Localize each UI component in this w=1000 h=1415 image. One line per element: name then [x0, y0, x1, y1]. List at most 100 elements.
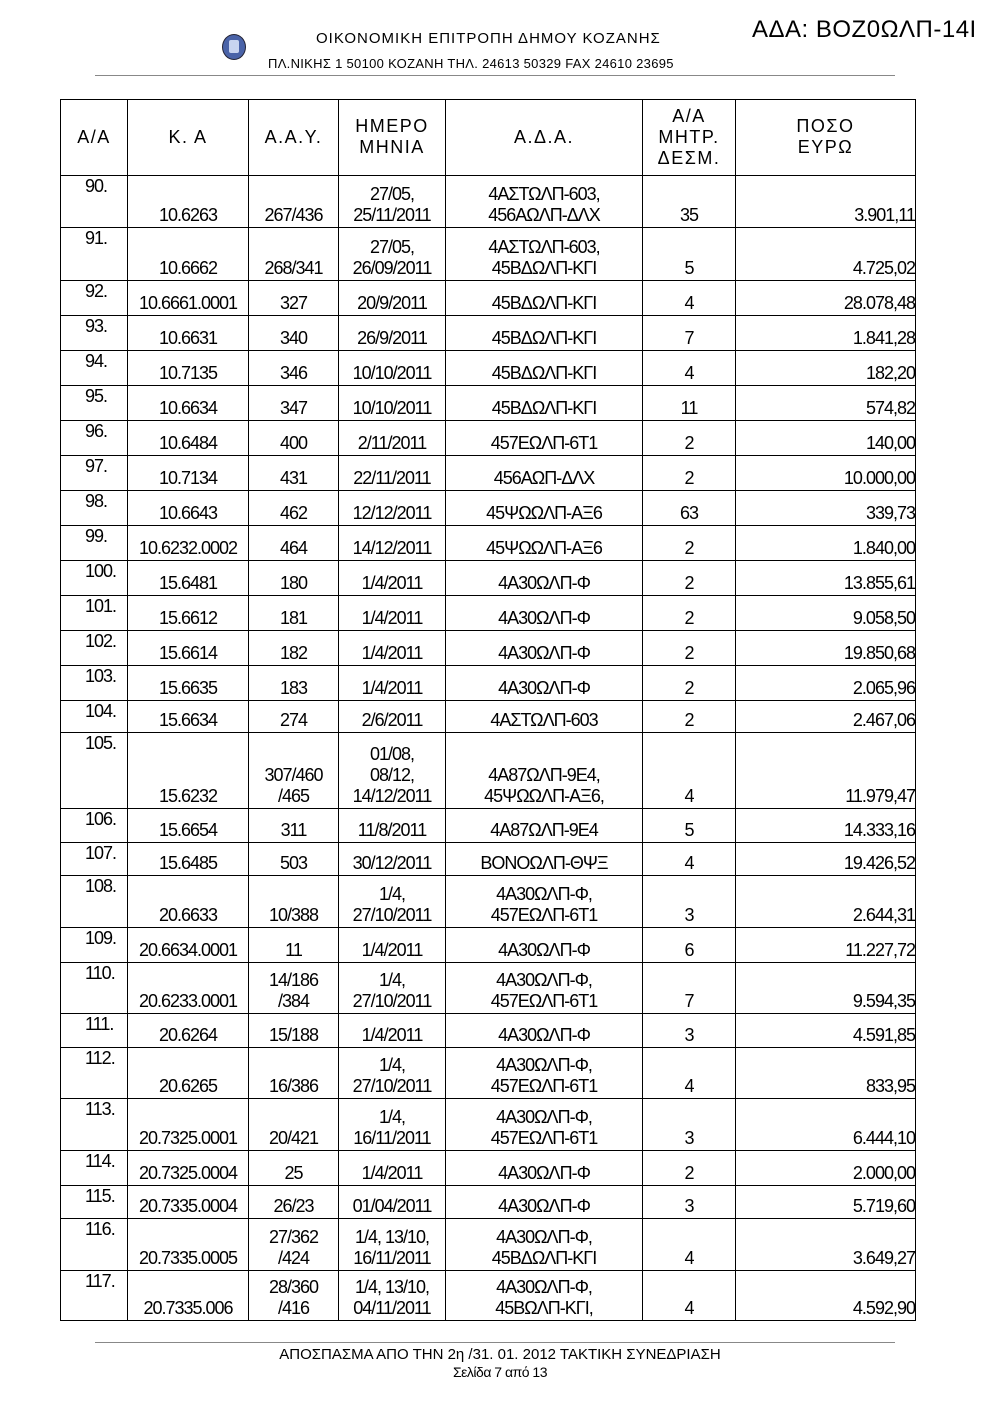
table-row: 102. 15.6614 182 1/4/2011 4Α30ΩΛΠ-Φ 2 19.850,6… [60, 630, 916, 666]
amount: 13.855,61 [735, 560, 916, 596]
commitment-number: 20/421 [248, 1098, 339, 1151]
commitment-number: 268/341 [248, 227, 339, 281]
date: 27/05, 25/11/2011 [338, 175, 446, 228]
register-number: 3 [642, 875, 736, 928]
date: 27/05, 26/09/2011 [338, 227, 446, 281]
date: 11/8/2011 [338, 808, 446, 843]
date: 01/08, 08/12, 14/12/2011 [338, 732, 446, 809]
budget-code: 10.7135 [127, 350, 249, 386]
table-row: 105. 15.6232 307/460 /465 01/08, 08/12, 14/… [60, 732, 916, 809]
date: 1/4/2011 [338, 1150, 446, 1186]
ada-ref: 457ΕΩΛΠ-6Τ1 [445, 420, 643, 456]
register-number: 3 [642, 1013, 736, 1048]
budget-code: 15.6635 [127, 665, 249, 701]
register-number: 4 [642, 732, 736, 809]
row-number: 111. [60, 1013, 128, 1048]
amount: 574,82 [735, 385, 916, 421]
row-number: 103. [60, 665, 128, 701]
page-number: Σελίδα 7 από 13 [453, 1364, 547, 1380]
table-row: 93. 10.6631 340 26/9/2011 45ΒΔΩΛΠ-ΚΓΙ 7 1.841,… [60, 315, 916, 351]
amount: 4.725,02 [735, 227, 916, 281]
register-number: 7 [642, 315, 736, 351]
amount: 339,73 [735, 490, 916, 526]
table-row: 109. 20.6634.0001 11 1/4/2011 4Α30ΩΛΠ-Φ 6 11.2… [60, 927, 916, 963]
table-row: 113. 20.7325.0001 20/421 1/4, 16/11/2011 4Α3… [60, 1098, 916, 1151]
register-number: 2 [642, 560, 736, 596]
register-number: 2 [642, 630, 736, 666]
row-number: 96. [60, 420, 128, 456]
date: 01/04/2011 [338, 1185, 446, 1219]
register-number: 4 [642, 280, 736, 316]
register-number: 2 [642, 595, 736, 631]
register-number: 35 [642, 175, 736, 228]
budget-code: 10.7134 [127, 455, 249, 491]
amount: 10.000,00 [735, 455, 916, 491]
table-row: 91. 10.6662 268/341 27/05, 26/09/2011 4ΑΣΤΩΛ… [60, 227, 916, 281]
amount: 2.065,96 [735, 665, 916, 701]
date: 22/11/2011 [338, 455, 446, 491]
table-row: 92. 10.6661.0001 327 20/9/2011 45ΒΔΩΛΠ-ΚΓΙ 4 2… [60, 280, 916, 316]
register-number: 2 [642, 420, 736, 456]
date: 1/4, 27/10/2011 [338, 1047, 446, 1099]
amount: 2.467,06 [735, 700, 916, 733]
date: 20/9/2011 [338, 280, 446, 316]
column-header: ΠΟΣΟ ΕΥΡΩ [735, 99, 916, 176]
row-number: 104. [60, 700, 128, 733]
date: 1/4, 13/10, 16/11/2011 [338, 1218, 446, 1271]
register-number: 3 [642, 1185, 736, 1219]
budget-code: 10.6232.0002 [127, 525, 249, 561]
register-number: 2 [642, 525, 736, 561]
ada-ref: 456ΑΩΠ-ΔΛΧ [445, 455, 643, 491]
commitment-number: 181 [248, 595, 339, 631]
ada-ref: 4Α87ΩΛΠ-9Ε4, 45ΨΩΩΛΠ-ΑΞ6, [445, 732, 643, 809]
commitment-number: 27/362 /424 [248, 1218, 339, 1271]
amount: 4.592,90 [735, 1270, 916, 1321]
commitment-number: 26/23 [248, 1185, 339, 1219]
column-header: Α/Α ΜΗΤΡ. ΔΕΣΜ. [642, 99, 736, 176]
row-number: 93. [60, 315, 128, 351]
table-row: 106. 15.6654 311 11/8/2011 4Α87ΩΛΠ-9Ε4 5 14.33… [60, 808, 916, 843]
register-number: 4 [642, 1270, 736, 1321]
date: 30/12/2011 [338, 842, 446, 876]
commitment-number: 346 [248, 350, 339, 386]
budget-code: 20.7325.0004 [127, 1150, 249, 1186]
date: 1/4/2011 [338, 1013, 446, 1048]
row-number: 95. [60, 385, 128, 421]
commitment-number: 11 [248, 927, 339, 963]
column-header: ΗΜΕΡΟ ΜΗΝΙΑ [338, 99, 446, 176]
table-row: 103. 15.6635 183 1/4/2011 4Α30ΩΛΠ-Φ 2 2.065,96 [60, 665, 916, 701]
row-number: 101. [60, 595, 128, 631]
budget-code: 10.6631 [127, 315, 249, 351]
budget-code: 15.6485 [127, 842, 249, 876]
ada-ref: 45ΒΔΩΛΠ-ΚΓΙ [445, 385, 643, 421]
date: 1/4, 27/10/2011 [338, 875, 446, 928]
ada-ref: 4Α30ΩΛΠ-Φ [445, 560, 643, 596]
ada-ref: 4Α30ΩΛΠ-Φ [445, 630, 643, 666]
table-header-row: Α/Α Κ. Α Α.Α.Υ. ΗΜΕΡΟ ΜΗΝΙΑ Α.Δ.Α. Α/Α ΜΗΤΡ. … [60, 99, 916, 176]
date: 1/4/2011 [338, 927, 446, 963]
row-number: 107. [60, 842, 128, 876]
amount: 3.649,27 [735, 1218, 916, 1271]
table-row: 96. 10.6484 400 2/11/2011 457ΕΩΛΠ-6Τ1 2 140,00 [60, 420, 916, 456]
commitment-number: 25 [248, 1150, 339, 1186]
ada-ref: 4ΑΣΤΩΛΠ-603, 45ΒΔΩΛΠ-ΚΓΙ [445, 227, 643, 281]
date: 12/12/2011 [338, 490, 446, 526]
amount: 2.000,00 [735, 1150, 916, 1186]
row-number: 105. [60, 732, 128, 809]
date: 1/4/2011 [338, 630, 446, 666]
coat-of-arms-icon [222, 34, 246, 60]
date: 1/4/2011 [338, 665, 446, 701]
commitment-number: 183 [248, 665, 339, 701]
budget-code: 10.6661.0001 [127, 280, 249, 316]
register-number: 4 [642, 1218, 736, 1271]
table-row: 95. 10.6634 347 10/10/2011 45ΒΔΩΛΠ-ΚΓΙ 11 574,… [60, 385, 916, 421]
budget-code: 10.6484 [127, 420, 249, 456]
row-number: 99. [60, 525, 128, 561]
amount: 1.841,28 [735, 315, 916, 351]
table-row: 97. 10.7134 431 22/11/2011 456ΑΩΠ-ΔΛΧ 2 10.000… [60, 455, 916, 491]
budget-code: 10.6662 [127, 227, 249, 281]
budget-code: 20.6265 [127, 1047, 249, 1099]
register-number: 11 [642, 385, 736, 421]
date: 10/10/2011 [338, 385, 446, 421]
amount: 11.979,47 [735, 732, 916, 809]
